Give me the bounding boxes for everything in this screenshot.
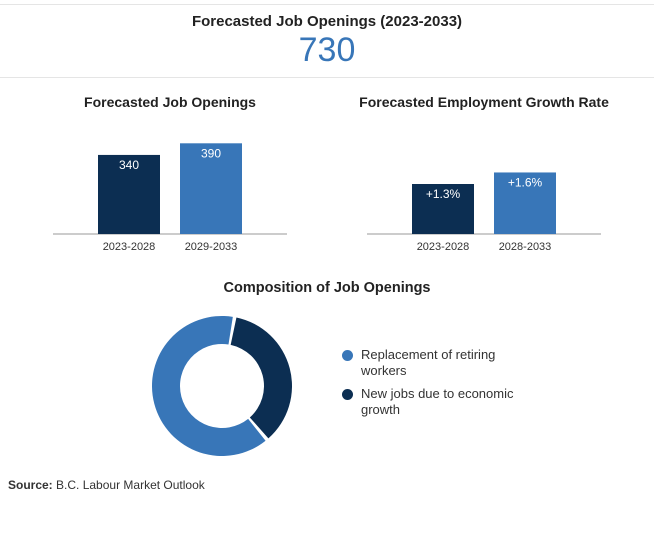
composition-title: Composition of Job Openings	[30, 280, 624, 296]
growth-rate-panel: Forecasted Employment Growth Rate +1.3% 2…	[344, 90, 624, 258]
source-text: B.C. Labour Market Outlook	[56, 478, 205, 492]
legend-dot	[342, 350, 353, 361]
composition-body: Replacement of retiring workers New jobs …	[30, 306, 624, 466]
bar-value-label: 340	[119, 158, 139, 172]
header-section: Forecasted Job Openings (2023-2033) 730	[0, 4, 654, 78]
charts-row: Forecasted Job Openings 340 2023-2028 390 2…	[0, 78, 654, 258]
x-tick-label: 2028-2033	[499, 241, 552, 253]
composition-legend: Replacement of retiring workers New jobs …	[342, 347, 522, 425]
source-line: Source: B.C. Labour Market Outlook	[0, 472, 654, 502]
header-value: 730	[0, 32, 654, 69]
legend-dot	[342, 389, 353, 400]
bar-value-label: +1.6%	[508, 176, 543, 190]
x-tick-label: 2029-2033	[185, 241, 238, 253]
composition-donut	[142, 306, 302, 466]
bar-value-label: 390	[201, 147, 221, 161]
dashboard-container: Forecasted Job Openings (2023-2033) 730 …	[0, 4, 654, 502]
forecast-openings-title: Forecasted Job Openings	[30, 94, 310, 110]
composition-section: Composition of Job Openings Replacement …	[0, 258, 654, 472]
growth-rate-title: Forecasted Employment Growth Rate	[344, 94, 624, 110]
x-tick-label: 2023-2028	[417, 241, 470, 253]
header-title: Forecasted Job Openings (2023-2033)	[0, 13, 654, 30]
forecast-openings-panel: Forecasted Job Openings 340 2023-2028 390 2…	[30, 90, 310, 258]
bar-value-label: +1.3%	[426, 187, 461, 201]
x-tick-label: 2023-2028	[103, 241, 156, 253]
legend-label: New jobs due to economic growth	[361, 386, 522, 417]
forecast-openings-chart: 340 2023-2028 390 2029-2033	[45, 128, 295, 258]
legend-item: New jobs due to economic growth	[342, 386, 522, 417]
donut-slice	[231, 318, 292, 439]
source-label: Source:	[8, 478, 53, 492]
growth-rate-chart: +1.3% 2023-2028 +1.6% 2028-2033	[359, 128, 609, 258]
legend-item: Replacement of retiring workers	[342, 347, 522, 378]
legend-label: Replacement of retiring workers	[361, 347, 522, 378]
